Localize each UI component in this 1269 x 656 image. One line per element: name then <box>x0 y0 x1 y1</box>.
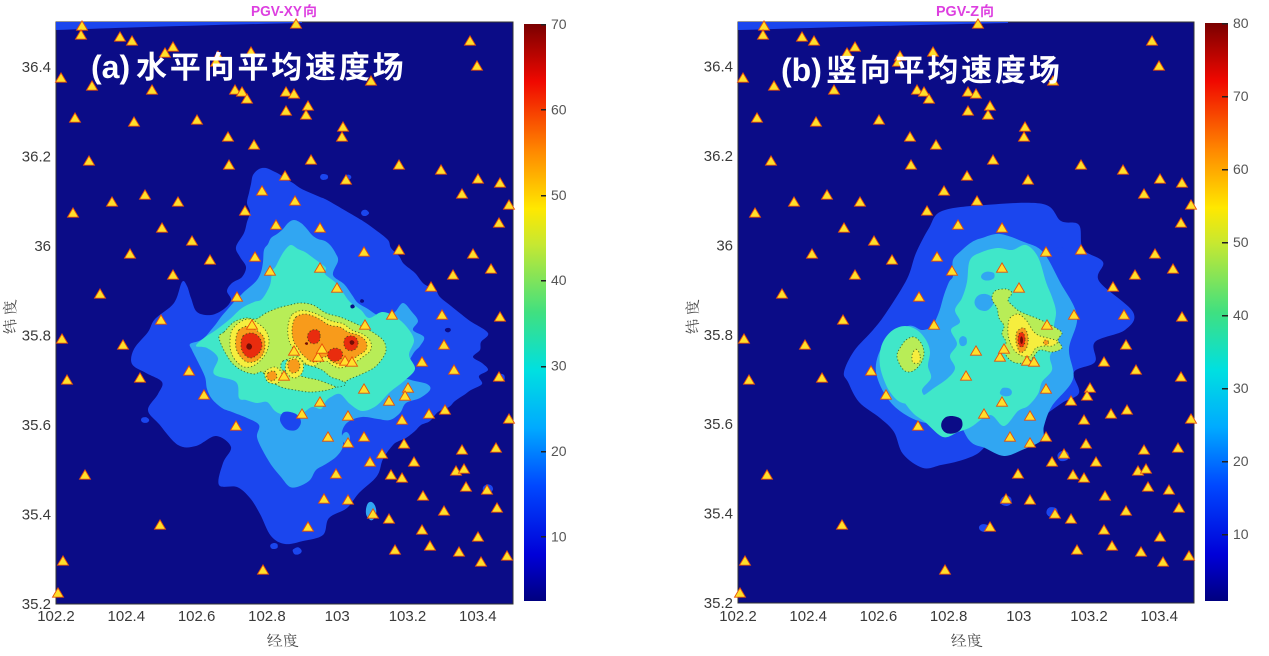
svg-text:35.6: 35.6 <box>704 416 733 433</box>
svg-text:103.4: 103.4 <box>459 608 497 625</box>
svg-text:PGV-Z: PGV-Z <box>936 4 979 20</box>
svg-text:103.2: 103.2 <box>1070 608 1108 625</box>
svg-text:70: 70 <box>1233 88 1249 104</box>
svg-text:102.2: 102.2 <box>37 608 75 625</box>
svg-text:35.6: 35.6 <box>22 417 51 434</box>
svg-text:30: 30 <box>1233 380 1249 396</box>
svg-text:103: 103 <box>1006 608 1031 625</box>
svg-text:50: 50 <box>1233 234 1249 250</box>
svg-text:(a): (a) <box>91 49 130 85</box>
svg-text:35.4: 35.4 <box>704 506 733 523</box>
svg-text:35.4: 35.4 <box>22 506 51 523</box>
svg-text:20: 20 <box>551 443 567 459</box>
svg-text:103: 103 <box>325 608 350 625</box>
svg-text:60: 60 <box>1233 161 1249 177</box>
svg-text:102.8: 102.8 <box>248 608 286 625</box>
svg-text:35.8: 35.8 <box>22 327 51 344</box>
svg-text:60: 60 <box>551 101 567 117</box>
svg-text:103.2: 103.2 <box>389 608 427 625</box>
svg-text:102.8: 102.8 <box>930 608 968 625</box>
svg-text:36.4: 36.4 <box>704 59 733 76</box>
svg-text:10: 10 <box>551 528 567 544</box>
svg-text:40: 40 <box>551 272 567 288</box>
svg-text:36.4: 36.4 <box>22 59 51 76</box>
svg-text:35.2: 35.2 <box>704 595 733 612</box>
svg-text:102.2: 102.2 <box>719 608 757 625</box>
svg-text:50: 50 <box>551 187 567 203</box>
svg-text:102.6: 102.6 <box>860 608 898 625</box>
svg-text:(b): (b) <box>781 52 822 88</box>
svg-text:70: 70 <box>551 16 567 32</box>
svg-text:102.6: 102.6 <box>178 608 216 625</box>
svg-text:20: 20 <box>1233 453 1249 469</box>
svg-text:35.8: 35.8 <box>704 327 733 344</box>
svg-text:102.4: 102.4 <box>789 608 827 625</box>
svg-text:36: 36 <box>34 238 51 255</box>
svg-text:36.2: 36.2 <box>704 148 733 165</box>
svg-text:36.2: 36.2 <box>22 148 51 165</box>
svg-text:103.4: 103.4 <box>1140 608 1178 625</box>
svg-text:35.2: 35.2 <box>22 596 51 613</box>
svg-text:30: 30 <box>551 358 567 374</box>
svg-text:10: 10 <box>1233 526 1249 542</box>
svg-text:PGV-XY: PGV-XY <box>251 4 302 20</box>
svg-text:102.4: 102.4 <box>108 608 146 625</box>
svg-text:80: 80 <box>1233 15 1249 31</box>
svg-text:36: 36 <box>716 237 733 254</box>
svg-text:40: 40 <box>1233 307 1249 323</box>
